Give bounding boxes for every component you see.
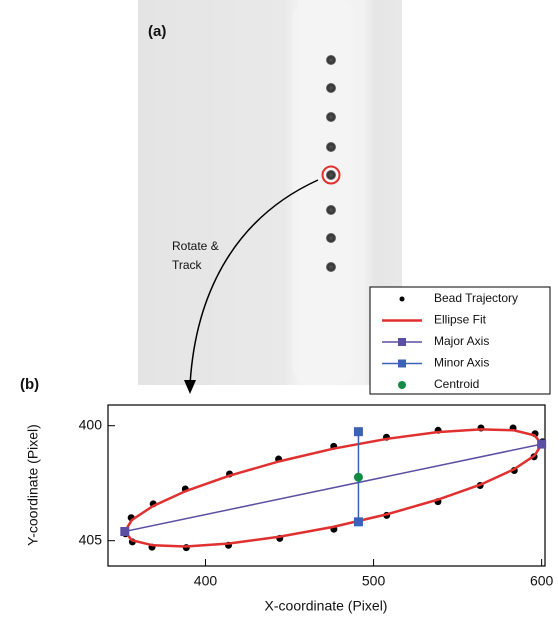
panel-label: (a) <box>148 23 166 40</box>
legend-label: Minor Axis <box>434 356 489 370</box>
x-tick-label: 600 <box>530 573 554 589</box>
legend-label: Centroid <box>434 377 479 391</box>
y-tick-label: 400 <box>79 416 103 432</box>
arrow-head <box>184 380 196 394</box>
marker <box>120 527 130 536</box>
panel-label: (b) <box>20 376 39 393</box>
channel <box>292 0 358 385</box>
y-axis-label: Y-coordinate (Pixel) <box>25 424 41 546</box>
marker <box>398 359 406 368</box>
marker <box>353 517 363 527</box>
legend-label: Bead Trajectory <box>434 291 518 305</box>
legend: Bead Trajectory Ellipse Fit Major Axis Mino… <box>369 286 551 395</box>
marker <box>399 296 405 302</box>
annotation: Track <box>172 258 203 272</box>
marker <box>353 427 363 437</box>
legend-label: Major Axis <box>434 334 489 348</box>
marker <box>398 381 406 389</box>
y-tick-label: 405 <box>79 531 103 547</box>
annotation: Rotate & <box>172 239 219 253</box>
x-tick-label: 500 <box>362 573 386 589</box>
legend-label: Ellipse Fit <box>434 313 487 327</box>
marker <box>537 439 547 449</box>
plot-frame <box>107 404 546 567</box>
marker <box>353 472 363 482</box>
photo <box>138 0 402 385</box>
series-line <box>124 443 542 533</box>
arrow <box>189 179 319 386</box>
photo-panel: (a) Rotate & Track <box>138 0 402 394</box>
x-axis-label: X-coordinate (Pixel) <box>265 598 388 614</box>
x-tick-label: 400 <box>194 573 218 589</box>
beads <box>321 55 341 272</box>
plot: 400 500 600 400 405 Bead Trajectory Ellipse Fi… <box>79 286 554 589</box>
marker <box>398 338 406 346</box>
